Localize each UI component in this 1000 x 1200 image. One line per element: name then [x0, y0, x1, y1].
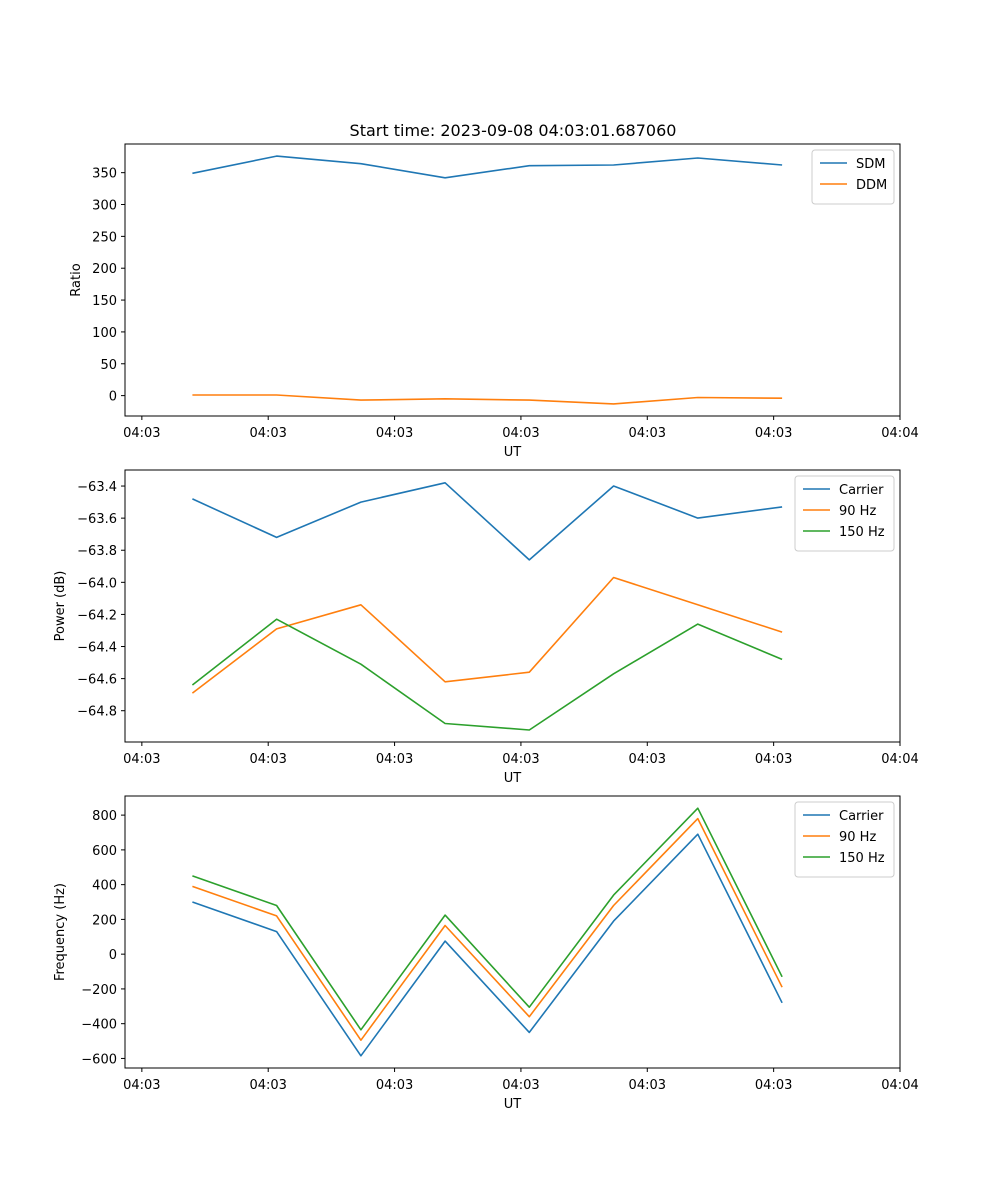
ratio-x-axis-label: UT — [504, 445, 522, 460]
power-x-tick-label: 04:03 — [123, 752, 160, 767]
frequency-legend-label: 90 Hz — [839, 830, 876, 845]
frequency-y-tick-label: 400 — [92, 879, 117, 894]
ratio-x-tick-label: 04:03 — [502, 426, 539, 441]
frequency-x-axis-label: UT — [504, 1097, 522, 1112]
power-y-tick-label: −64.2 — [77, 608, 117, 623]
frequency-legend-label: 150 Hz — [839, 851, 885, 866]
frequency-x-tick-label: 04:03 — [755, 1078, 792, 1093]
ratio-y-tick-label: 250 — [92, 230, 117, 245]
frequency-y-tick-label: 600 — [92, 844, 117, 859]
figure-title: Start time: 2023-09-08 04:03:01.687060 — [350, 121, 677, 140]
power-legend-box — [794, 475, 895, 552]
power-y-tick-label: −63.4 — [77, 480, 117, 495]
frequency-y-tick-label: 0 — [109, 948, 117, 963]
power-legend-label: 90 Hz — [839, 504, 876, 519]
frequency-x-tick-label: 04:03 — [249, 1078, 286, 1093]
frequency-x-tick-label: 04:04 — [881, 1078, 918, 1093]
frequency-x-tick-label: 04:03 — [123, 1078, 160, 1093]
ratio-x-tick-label: 04:03 — [755, 426, 792, 441]
frequency-chart: 04:03 04:03 04:03 04:03 04:03 04:03 04:04 800 60… — [53, 795, 919, 1112]
power-y-tick-label: −64.6 — [77, 673, 117, 688]
ratio-x-tick-label: 04:03 — [376, 426, 413, 441]
power-y-tick-label: −64.4 — [77, 641, 117, 656]
ratio-y-axis-label: Ratio — [69, 263, 84, 296]
ratio-y-tick-label: 0 — [109, 390, 117, 405]
power-x-tick-label: 04:03 — [755, 752, 792, 767]
ratio-x-tick-label: 04:03 — [629, 426, 666, 441]
frequency-series-150-hz — [192, 807, 783, 1031]
frequency-legend-box — [794, 801, 895, 878]
ratio-y-tick-label: 50 — [100, 358, 117, 373]
power-y-tick-label: −64.0 — [77, 576, 117, 591]
frequency-y-tick-label: −400 — [81, 1018, 117, 1033]
power-x-tick-label: 04:04 — [881, 752, 918, 767]
ratio-y-tick-label: 100 — [92, 326, 117, 341]
ratio-legend: SDM DDM — [811, 149, 895, 205]
ratio-x-tick-label: 04:04 — [881, 426, 918, 441]
frequency-x-tick-label: 04:03 — [502, 1078, 539, 1093]
frequency-legend-label: Carrier — [839, 809, 884, 824]
power-legend-label: Carrier — [839, 483, 884, 498]
power-series-carrier — [192, 481, 783, 561]
ratio-axes-frame — [124, 143, 901, 417]
power-legend: Carrier 90 Hz 150 Hz — [794, 475, 895, 552]
power-x-tick-label: 04:03 — [629, 752, 666, 767]
power-legend-label: 150 Hz — [839, 525, 885, 540]
power-chart: 04:03 04:03 04:03 04:03 04:03 04:03 04:04 −63.4… — [53, 469, 919, 786]
power-y-axis-label: Power (dB) — [53, 571, 68, 642]
ratio-legend-label: SDM — [856, 157, 885, 172]
frequency-y-tick-label: −600 — [81, 1052, 117, 1067]
ratio-legend-label: DDM — [856, 178, 887, 193]
frequency-series-90-hz — [192, 817, 783, 1041]
ratio-y-tick-label: 350 — [92, 167, 117, 182]
ratio-chart: 04:03 04:03 04:03 04:03 04:03 04:03 04:04 0 50 10… — [69, 143, 919, 460]
frequency-x-tick-label: 04:03 — [376, 1078, 413, 1093]
ratio-series-ddm — [192, 394, 783, 405]
ratio-series-sdm — [192, 155, 783, 179]
power-series-90-hz — [191, 576, 783, 694]
frequency-y-tick-label: 800 — [92, 809, 117, 824]
ratio-x-tick-label: 04:03 — [123, 426, 160, 441]
frequency-y-axis-label: Frequency (Hz) — [53, 883, 68, 981]
frequency-y-tick-label: −200 — [81, 983, 117, 998]
power-x-tick-label: 04:03 — [502, 752, 539, 767]
frequency-x-tick-label: 04:03 — [629, 1078, 666, 1093]
power-y-tick-label: −63.8 — [77, 544, 117, 559]
ratio-x-tick-label: 04:03 — [249, 426, 286, 441]
power-series-150-hz — [191, 618, 783, 731]
frequency-legend: Carrier 90 Hz 150 Hz — [794, 801, 895, 878]
ratio-y-tick-label: 300 — [92, 199, 117, 214]
frequency-series-carrier — [192, 833, 783, 1057]
power-x-tick-label: 04:03 — [249, 752, 286, 767]
ratio-y-tick-label: 200 — [92, 262, 117, 277]
power-y-tick-label: −64.8 — [77, 705, 117, 720]
power-x-tick-label: 04:03 — [376, 752, 413, 767]
power-axes-frame — [124, 469, 901, 743]
power-y-tick-label: −63.6 — [77, 512, 117, 527]
frequency-y-tick-label: 200 — [92, 913, 117, 928]
frequency-axes-frame — [124, 795, 901, 1069]
power-x-axis-label: UT — [504, 771, 522, 786]
ratio-y-tick-label: 150 — [92, 294, 117, 309]
